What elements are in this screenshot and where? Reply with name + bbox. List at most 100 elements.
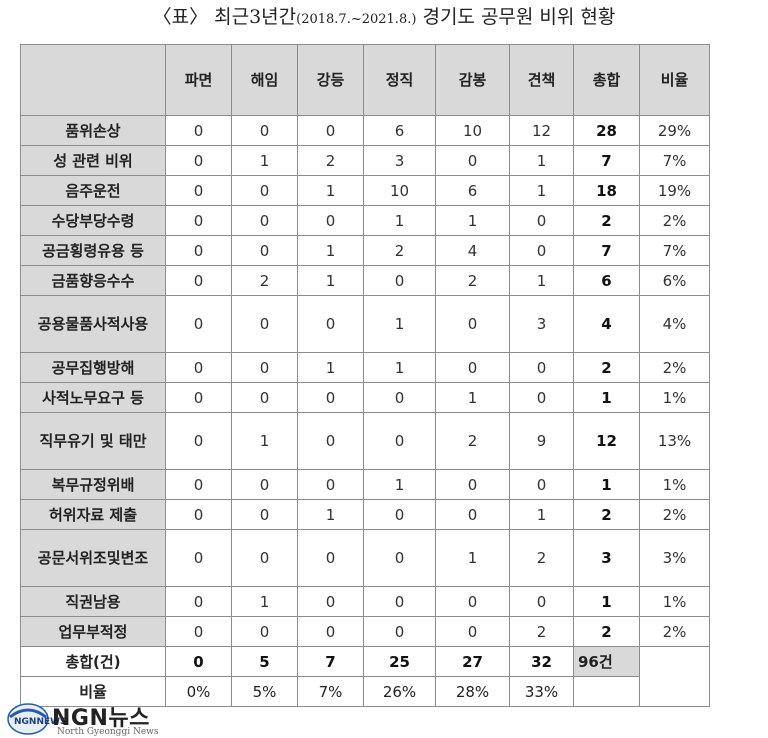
row-total: 1 [573,586,640,617]
ratio-blank [573,676,640,707]
count-cell: 1 [363,295,436,353]
count-cell: 0 [297,529,364,587]
count-cell: 2 [231,265,298,296]
count-cell: 0 [231,175,298,206]
count-cell: 1 [509,175,574,206]
row-label: 업무부적정 [20,616,166,647]
table-row: 업무부적정 0 0 0 0 0 2 2 2% [20,616,710,647]
count-cell: 0 [363,499,436,530]
count-cell: 0 [231,205,298,236]
count-cell: 0 [509,469,574,500]
row-ratio: 19% [639,175,710,206]
row-label: 복무규정위배 [20,469,166,500]
count-cell: 1 [363,469,436,500]
table-row: 공무집행방해 0 0 1 1 0 0 2 2% [20,352,710,383]
row-label: 공금횡령유용 등 [20,235,166,266]
count-cell: 10 [363,175,436,206]
table-header: 파면 해임 강등 정직 감봉 견책 총합 비율 [20,44,710,116]
header-total: 총합 [573,44,640,116]
row-label: 공용물품사적사용 [20,295,166,353]
ratio-row: 비율 0% 5% 7% 26% 28% 33% [20,676,710,707]
table-row: 공용물품사적사용 0 0 0 1 0 3 4 4% [20,295,710,353]
row-ratio: 2% [639,205,710,236]
row-label: 금품향응수수 [20,265,166,296]
row-label: 공문서위조및변조 [20,529,166,587]
count-cell: 0 [165,616,232,647]
count-cell: 0 [297,205,364,236]
count-cell: 1 [509,499,574,530]
count-cell: 0 [165,352,232,383]
row-ratio: 13% [639,412,710,470]
row-total: 12 [573,412,640,470]
table-row: 음주운전 0 0 1 10 6 1 18 19% [20,175,710,206]
row-total: 2 [573,616,640,647]
header-discharge: 해임 [231,44,298,116]
title-range: (2018.7.~2021.8.) [296,12,417,27]
count-cell: 6 [435,175,510,206]
count-cell: 2 [435,412,510,470]
count-cell: 0 [435,295,510,353]
table-row: 사적노무요구 등 0 0 0 0 1 0 1 1% [20,382,710,413]
title-suffix: 경기도 공무원 비위 현황 [416,6,616,28]
count-cell: 0 [231,529,298,587]
count-cell: 0 [165,529,232,587]
row-ratio: 7% [639,235,710,266]
row-ratio: 4% [639,295,710,353]
table-row: 품위손상 0 0 0 6 10 12 28 29% [20,115,710,146]
logo-subtitle: North Gyeonggi News [57,727,159,737]
count-cell: 1 [297,352,364,383]
table-row: 성 관련 비위 0 1 2 3 0 1 7 7% [20,145,710,176]
count-cell: 10 [435,115,510,146]
count-cell: 0 [297,469,364,500]
header-corner [20,44,166,116]
table-row: 공금횡령유용 등 0 0 1 2 4 0 7 7% [20,235,710,266]
row-total: 4 [573,295,640,353]
count-cell: 0 [435,145,510,176]
total-cell: 5 [231,646,298,677]
count-cell: 0 [231,295,298,353]
table-row: 금품향응수수 0 2 1 0 2 1 6 6% [20,265,710,296]
row-total: 1 [573,469,640,500]
ratio-cell: 7% [297,676,364,707]
total-cell: 32 [509,646,574,677]
count-cell: 0 [231,115,298,146]
count-cell: 0 [435,352,510,383]
row-ratio: 1% [639,382,710,413]
row-total: 1 [573,382,640,413]
count-cell: 0 [297,412,364,470]
logo-name: NGN뉴스 [52,706,150,731]
row-total: 18 [573,175,640,206]
row-ratio: 2% [639,499,710,530]
header-reprimand: 견책 [509,44,574,116]
total-row: 총합(건) 0 5 7 25 27 32 96건 [20,646,710,707]
count-cell: 1 [363,205,436,236]
ratio-cell: 28% [435,676,510,707]
total-cell: 0 [165,646,232,677]
count-cell: 0 [165,175,232,206]
total-cell: 25 [363,646,436,677]
count-cell: 0 [231,352,298,383]
count-cell: 0 [363,529,436,587]
count-cell: 0 [165,235,232,266]
table-body: 품위손상 0 0 0 6 10 12 28 29% 성 관련 비위 0 1 2 3 0 1 7 7% 음주운전 0 0 1… [20,115,710,647]
row-ratio: 2% [639,352,710,383]
total-row-label: 총합(건) [20,646,166,677]
count-cell: 1 [297,265,364,296]
count-cell: 1 [435,205,510,236]
count-cell: 9 [509,412,574,470]
header-pay-cut: 감봉 [435,44,510,116]
row-total: 2 [573,352,640,383]
count-cell: 3 [509,295,574,353]
count-cell: 0 [165,145,232,176]
count-cell: 0 [297,616,364,647]
count-cell: 0 [231,469,298,500]
count-cell: 1 [509,145,574,176]
row-label: 성 관련 비위 [20,145,166,176]
count-cell: 0 [435,499,510,530]
count-cell: 1 [363,352,436,383]
count-cell: 0 [363,616,436,647]
row-total: 7 [573,145,640,176]
count-cell: 0 [509,382,574,413]
count-cell: 0 [509,352,574,383]
table-title: 〈표〉 최근3년간(2018.7.~2021.8.) 경기도 공무원 비위 현황 [0,2,768,29]
